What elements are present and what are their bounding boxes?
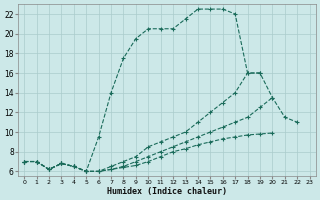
X-axis label: Humidex (Indice chaleur): Humidex (Indice chaleur) — [107, 187, 227, 196]
